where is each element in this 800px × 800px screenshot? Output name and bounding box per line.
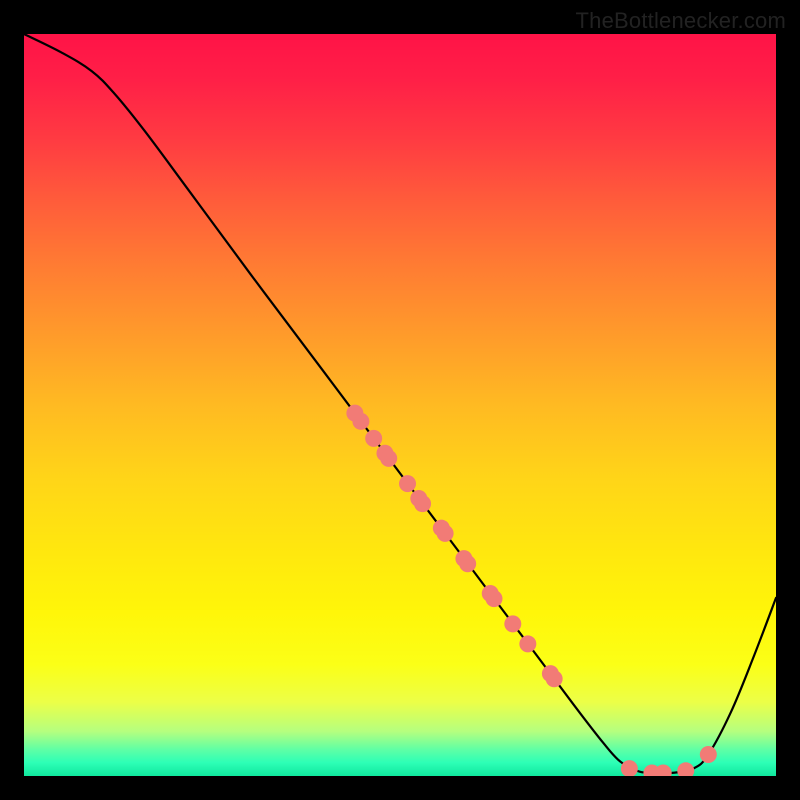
data-marker [700,746,717,763]
data-marker [352,413,369,430]
data-marker [546,670,563,687]
data-marker [437,525,454,542]
chart-frame: TheBottlenecker.com [0,0,800,800]
data-marker [621,760,638,777]
data-marker [519,635,536,652]
gradient-background [24,34,776,776]
data-marker [365,430,382,447]
watermark-text: TheBottlenecker.com [576,8,786,34]
data-marker [414,495,431,512]
data-marker [399,475,416,492]
plot-frame [4,776,796,796]
plot-frame [776,4,796,796]
plot-area: TheBottlenecker.com [4,4,796,796]
data-marker [380,450,397,467]
plot-svg [4,4,796,796]
data-marker [504,615,521,632]
plot-frame [4,4,24,796]
data-marker [459,555,476,572]
data-marker [486,590,503,607]
